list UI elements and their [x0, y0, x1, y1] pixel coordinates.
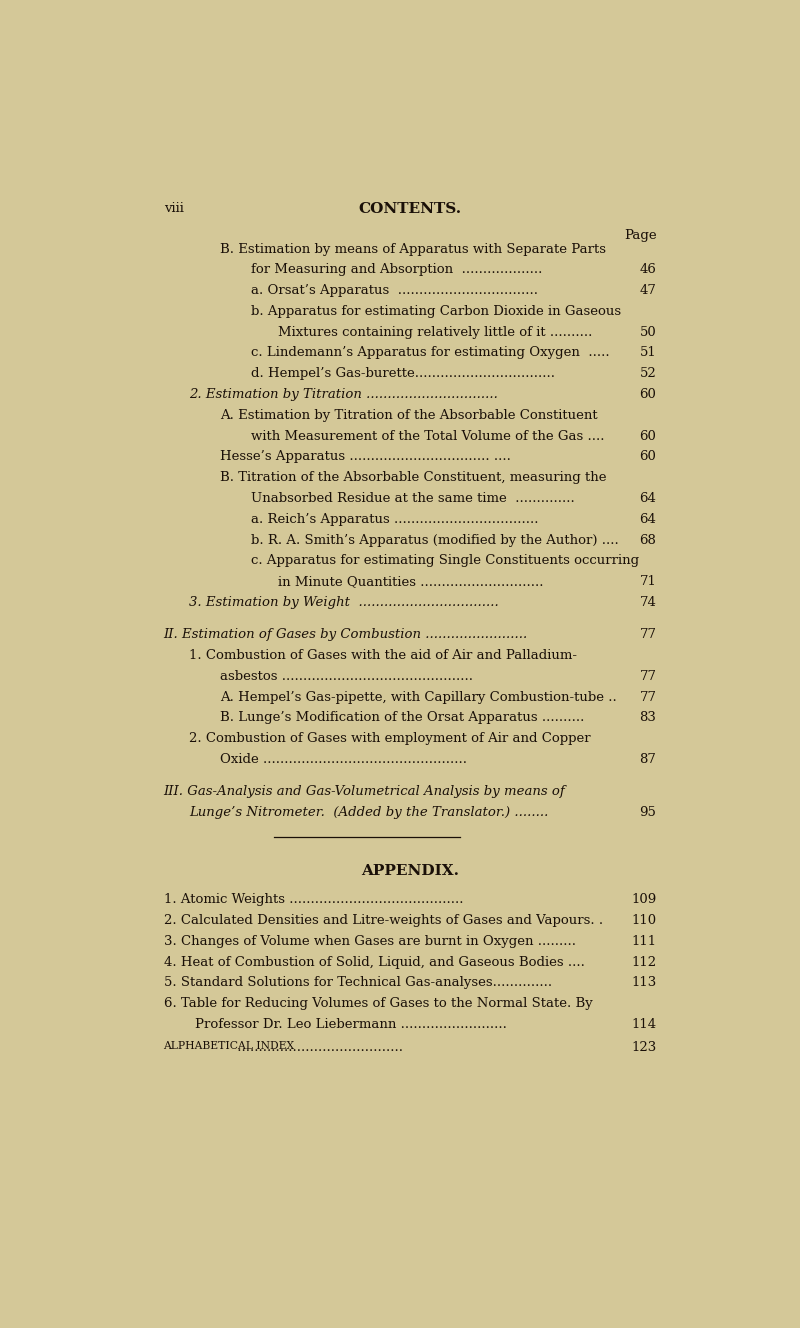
Text: 52: 52	[640, 368, 657, 380]
Text: 123: 123	[631, 1041, 657, 1054]
Text: Mixtures containing relatively little of it ..........: Mixtures containing relatively little of…	[278, 325, 593, 339]
Text: 5. Standard Solutions for Technical Gas-analyses..............: 5. Standard Solutions for Technical Gas-…	[163, 976, 552, 989]
Text: a. Orsat’s Apparatus  .................................: a. Orsat’s Apparatus ...................…	[251, 284, 538, 297]
Text: 2. Combustion of Gases with employment of Air and Copper: 2. Combustion of Gases with employment o…	[189, 732, 590, 745]
Text: 6. Table for Reducing Volumes of Gases to the Normal State. By: 6. Table for Reducing Volumes of Gases t…	[163, 997, 592, 1011]
Text: d. Hempel’s Gas-burette.................................: d. Hempel’s Gas-burette.................…	[251, 368, 555, 380]
Text: b. R. A. Smith’s Apparatus (modified by the Author) ....: b. R. A. Smith’s Apparatus (modified by …	[251, 534, 619, 547]
Text: c. Lindemann’s Apparatus for estimating Oxygen  .....: c. Lindemann’s Apparatus for estimating …	[251, 347, 610, 360]
Text: 60: 60	[639, 388, 657, 401]
Text: CONTENTS.: CONTENTS.	[358, 202, 462, 215]
Text: 60: 60	[639, 430, 657, 442]
Text: 46: 46	[639, 263, 657, 276]
Text: A. Estimation by Titration of the Absorbable Constituent: A. Estimation by Titration of the Absorb…	[220, 409, 598, 422]
Text: Hesse’s Apparatus ................................. ....: Hesse’s Apparatus ......................…	[220, 450, 511, 463]
Text: for Measuring and Absorption  ...................: for Measuring and Absorption ...........…	[251, 263, 542, 276]
Text: 113: 113	[631, 976, 657, 989]
Text: 114: 114	[631, 1019, 657, 1031]
Text: a. Reich’s Apparatus ..................................: a. Reich’s Apparatus ...................…	[251, 513, 538, 526]
Text: Unabsorbed Residue at the same time  ..............: Unabsorbed Residue at the same time ....…	[251, 491, 575, 505]
Text: 47: 47	[639, 284, 657, 297]
Text: 77: 77	[639, 628, 657, 641]
Text: 83: 83	[639, 712, 657, 724]
Text: Professor Dr. Leo Liebermann .........................: Professor Dr. Leo Liebermann ...........…	[178, 1019, 506, 1031]
Text: 77: 77	[639, 669, 657, 683]
Text: 110: 110	[631, 914, 657, 927]
Text: .......................................: .......................................	[233, 1041, 402, 1054]
Text: 77: 77	[639, 691, 657, 704]
Text: 74: 74	[639, 596, 657, 610]
Text: Page: Page	[624, 228, 657, 242]
Text: B. Lunge’s Modification of the Orsat Apparatus ..........: B. Lunge’s Modification of the Orsat App…	[220, 712, 585, 724]
Text: ALPHABETICAL INDEX: ALPHABETICAL INDEX	[163, 1041, 294, 1050]
Text: 1. Combustion of Gases with the aid of Air and Palladium-: 1. Combustion of Gases with the aid of A…	[189, 649, 577, 661]
Text: APPENDIX.: APPENDIX.	[361, 865, 459, 878]
Text: 112: 112	[631, 956, 657, 968]
Text: 2. Calculated Densities and Litre-weights of Gases and Vapours. .: 2. Calculated Densities and Litre-weight…	[163, 914, 602, 927]
Text: 71: 71	[639, 575, 657, 588]
Text: 1. Atomic Weights .........................................: 1. Atomic Weights ......................…	[163, 894, 463, 906]
Text: 109: 109	[631, 894, 657, 906]
Text: 3. Estimation by Weight  .................................: 3. Estimation by Weight ................…	[189, 596, 499, 610]
Text: 2. Estimation by Titration ...............................: 2. Estimation by Titration .............…	[189, 388, 498, 401]
Text: with Measurement of the Total Volume of the Gas ....: with Measurement of the Total Volume of …	[251, 430, 605, 442]
Text: II. Estimation of Gases by Combustion ........................: II. Estimation of Gases by Combustion ..…	[163, 628, 528, 641]
Text: asbestos .............................................: asbestos ...............................…	[220, 669, 473, 683]
Text: 60: 60	[639, 450, 657, 463]
Text: viii: viii	[163, 202, 183, 215]
Text: B. Titration of the Absorbable Constituent, measuring the: B. Titration of the Absorbable Constitue…	[220, 471, 606, 485]
Text: A. Hempel’s Gas-pipette, with Capillary Combustion-tube ..: A. Hempel’s Gas-pipette, with Capillary …	[220, 691, 617, 704]
Text: 64: 64	[639, 491, 657, 505]
Text: Oxide ................................................: Oxide ..................................…	[220, 753, 467, 766]
Text: 4. Heat of Combustion of Solid, Liquid, and Gaseous Bodies ....: 4. Heat of Combustion of Solid, Liquid, …	[163, 956, 585, 968]
Text: 50: 50	[640, 325, 657, 339]
Text: 3. Changes of Volume when Gases are burnt in Oxygen .........: 3. Changes of Volume when Gases are burn…	[163, 935, 575, 948]
Text: 87: 87	[639, 753, 657, 766]
Text: 111: 111	[631, 935, 657, 948]
Text: 51: 51	[640, 347, 657, 360]
Text: 95: 95	[639, 806, 657, 819]
Text: 68: 68	[639, 534, 657, 547]
Text: b. Apparatus for estimating Carbon Dioxide in Gaseous: b. Apparatus for estimating Carbon Dioxi…	[251, 305, 622, 317]
Text: B. Estimation by means of Apparatus with Separate Parts: B. Estimation by means of Apparatus with…	[220, 243, 606, 255]
Text: III. Gas-Analysis and Gas-Volumetrical Analysis by means of: III. Gas-Analysis and Gas-Volumetrical A…	[163, 785, 566, 798]
Text: in Minute Quantities .............................: in Minute Quantities ...................…	[278, 575, 544, 588]
Text: Lunge’s Nitrometer.  (Added by the Translator.) ........: Lunge’s Nitrometer. (Added by the Transl…	[189, 806, 549, 819]
Text: 64: 64	[639, 513, 657, 526]
Text: c. Apparatus for estimating Single Constituents occurring: c. Apparatus for estimating Single Const…	[251, 554, 639, 567]
